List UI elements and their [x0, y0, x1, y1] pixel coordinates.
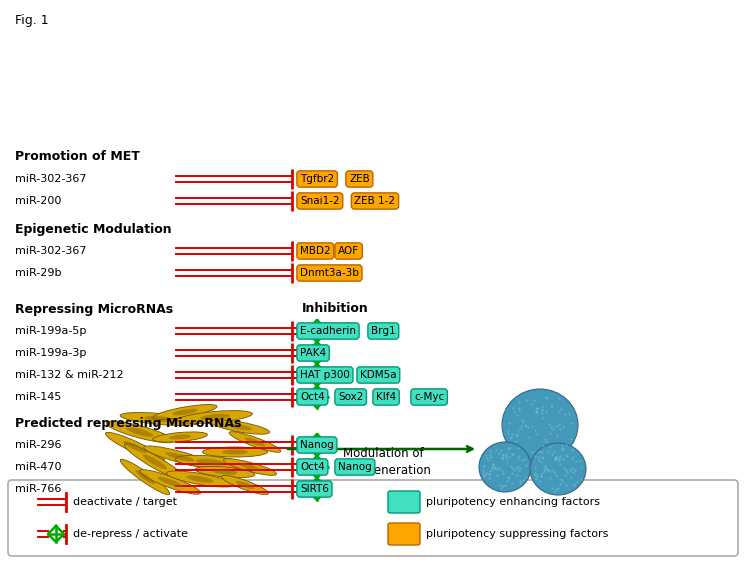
Text: Sox2: Sox2 [338, 392, 363, 402]
Ellipse shape [240, 464, 261, 470]
Ellipse shape [530, 443, 586, 495]
Text: Klf4: Klf4 [376, 392, 396, 402]
Ellipse shape [245, 438, 265, 446]
Ellipse shape [222, 475, 269, 495]
Text: Tgfbr2: Tgfbr2 [300, 174, 334, 184]
Text: deactivate / target: deactivate / target [73, 497, 177, 507]
Text: ZEB 1-2: ZEB 1-2 [354, 196, 395, 206]
Ellipse shape [166, 471, 234, 487]
Ellipse shape [153, 405, 217, 419]
Text: miR-145: miR-145 [15, 392, 61, 402]
Ellipse shape [229, 432, 281, 452]
Text: de-repress / activate: de-repress / activate [73, 529, 188, 539]
Text: Nanog: Nanog [300, 440, 334, 450]
Ellipse shape [169, 434, 191, 439]
FancyBboxPatch shape [388, 491, 420, 513]
Text: Oct4: Oct4 [300, 392, 325, 402]
Text: Epigenetic Modulation: Epigenetic Modulation [15, 223, 172, 235]
Text: c-Myc: c-Myc [414, 392, 444, 402]
Ellipse shape [210, 420, 270, 434]
Text: pluripotency suppressing factors: pluripotency suppressing factors [426, 529, 608, 539]
Text: miR-132 & miR-212: miR-132 & miR-212 [15, 370, 124, 380]
Text: miR-766: miR-766 [15, 484, 61, 494]
Ellipse shape [120, 413, 200, 425]
Text: miR-29b: miR-29b [15, 268, 61, 278]
Text: MBD2: MBD2 [300, 246, 330, 256]
FancyBboxPatch shape [8, 480, 738, 556]
Text: Inhibition: Inhibition [302, 302, 369, 315]
Text: miR-200: miR-200 [15, 196, 61, 206]
Ellipse shape [502, 389, 578, 461]
Text: Modulation of
iPSC Generation: Modulation of iPSC Generation [335, 447, 431, 477]
Ellipse shape [195, 466, 255, 478]
Ellipse shape [222, 450, 248, 455]
Ellipse shape [144, 446, 216, 468]
Text: AOF: AOF [338, 246, 359, 256]
Ellipse shape [213, 469, 237, 475]
Ellipse shape [123, 441, 147, 453]
Text: miR-302-367: miR-302-367 [15, 174, 86, 184]
Text: E-cadherin: E-cadherin [300, 326, 356, 336]
Ellipse shape [200, 414, 230, 420]
Text: Dnmt3a-3b: Dnmt3a-3b [300, 268, 359, 278]
Ellipse shape [236, 481, 255, 489]
Ellipse shape [135, 470, 155, 484]
Ellipse shape [187, 475, 213, 483]
Ellipse shape [228, 424, 252, 430]
Text: HAT p300: HAT p300 [300, 370, 350, 380]
Text: miR-199a-5p: miR-199a-5p [15, 326, 86, 336]
Text: miR-470: miR-470 [15, 462, 61, 472]
Ellipse shape [166, 452, 195, 462]
Text: Repressing MicroRNAs: Repressing MicroRNAs [15, 302, 173, 315]
Text: Promotion of MET: Promotion of MET [15, 151, 140, 164]
Ellipse shape [175, 455, 245, 469]
Text: miR-199a-3p: miR-199a-3p [15, 348, 86, 358]
Ellipse shape [139, 470, 201, 494]
Text: Brg1: Brg1 [371, 326, 395, 336]
Text: PAK4: PAK4 [300, 348, 326, 358]
Ellipse shape [172, 409, 198, 415]
FancyBboxPatch shape [388, 523, 420, 545]
Text: SIRT6: SIRT6 [300, 484, 329, 494]
Ellipse shape [106, 422, 174, 443]
Text: Oct4: Oct4 [300, 462, 325, 472]
Text: miR-296: miR-296 [15, 440, 61, 450]
Ellipse shape [158, 477, 182, 487]
Text: KDM5a: KDM5a [360, 370, 397, 380]
Ellipse shape [106, 432, 165, 461]
Ellipse shape [124, 444, 186, 481]
Text: Snai1-2: Snai1-2 [300, 196, 339, 206]
Ellipse shape [223, 459, 276, 475]
Text: pluripotency enhancing factors: pluripotency enhancing factors [426, 497, 600, 507]
Ellipse shape [196, 459, 224, 465]
Ellipse shape [178, 411, 252, 423]
Ellipse shape [153, 432, 207, 442]
Text: Predicted repressing MicroRNAs: Predicted repressing MicroRNAs [15, 416, 241, 429]
Ellipse shape [121, 459, 170, 495]
Ellipse shape [127, 427, 154, 437]
Ellipse shape [144, 416, 176, 422]
Ellipse shape [143, 455, 167, 469]
Text: miR-302-367: miR-302-367 [15, 246, 86, 256]
Text: Fig. 1: Fig. 1 [15, 14, 49, 27]
Text: ZEB: ZEB [349, 174, 370, 184]
Ellipse shape [202, 447, 267, 457]
Ellipse shape [479, 442, 531, 492]
Text: Nanog: Nanog [338, 462, 372, 472]
